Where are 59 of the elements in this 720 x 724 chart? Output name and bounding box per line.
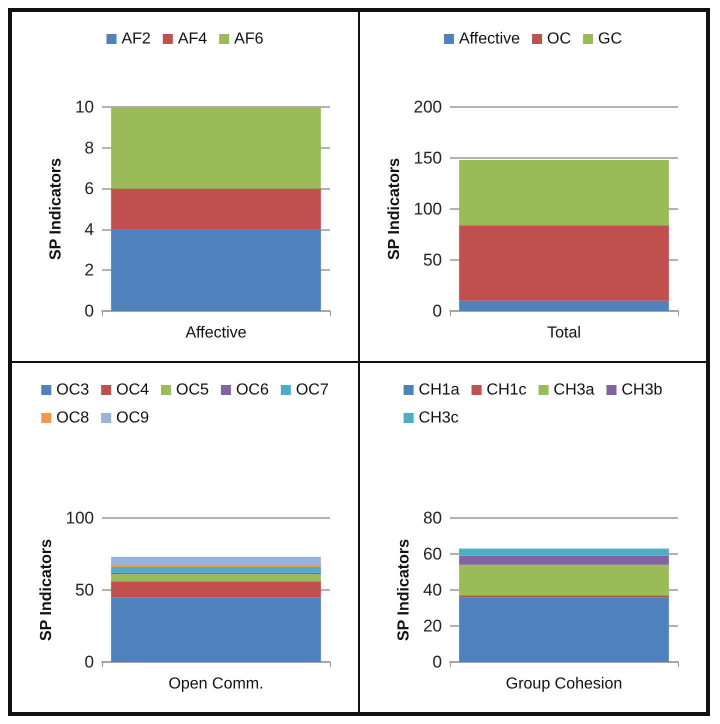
y-tick-label: 4 [84, 220, 94, 239]
bar [459, 564, 669, 596]
y-tick-label: 100 [66, 508, 94, 528]
legend-label: CH1a [418, 382, 460, 398]
bar [459, 548, 669, 556]
bar [111, 188, 321, 230]
legend-label: CH3b [621, 382, 662, 398]
legend-label: CH3a [554, 382, 595, 398]
y-tick-label: 8 [84, 138, 94, 158]
legend-label: CH1c [486, 382, 527, 398]
y-tick-label: 80 [423, 508, 442, 528]
bar [111, 107, 321, 189]
y-tick-label: 50 [75, 580, 94, 600]
y-tick-label: 150 [414, 148, 442, 168]
y-tick-label: 60 [423, 544, 442, 564]
legend-label: CH3c [418, 410, 459, 426]
bar [111, 574, 321, 582]
bar [459, 300, 669, 311]
y-axis-title: SP Indicators [386, 158, 404, 260]
y-tick-label: 20 [423, 616, 442, 636]
y-tick-label: 2 [84, 260, 94, 280]
legend-label: OC4 [116, 382, 150, 398]
y-axis-title: SP Indicators [38, 538, 56, 641]
bar [111, 597, 321, 662]
legend-label: OC9 [116, 410, 150, 426]
bar [111, 566, 321, 573]
y-axis-title: SP Indicators [48, 158, 64, 260]
y-tick-label: 0 [432, 652, 442, 672]
y-tick-label: 50 [423, 250, 442, 270]
legend-label: AF6 [234, 30, 264, 48]
legend-label: OC8 [56, 410, 90, 426]
y-tick-label: 0 [432, 302, 442, 320]
legend-label: OC3 [56, 382, 90, 398]
y-tick-label: 10 [75, 98, 94, 116]
bar [111, 581, 321, 598]
x-tick-label: Group Cohesion [506, 676, 622, 692]
y-tick-label: 0 [84, 302, 94, 320]
bar [111, 229, 321, 311]
bar [111, 556, 321, 566]
x-tick-label: Open Comm. [168, 676, 264, 692]
legend-label: AF2 [121, 30, 151, 48]
y-axis-title: SP Indicators [396, 538, 412, 641]
legend-label: OC7 [296, 382, 329, 398]
legend-label: OC [547, 30, 572, 48]
y-tick-label: 100 [414, 200, 442, 218]
legend-label: Affective [458, 30, 520, 48]
y-tick-label: 6 [84, 179, 94, 198]
bar [459, 160, 669, 226]
legend-label: GC [598, 30, 622, 48]
y-tick-label: 200 [414, 98, 442, 116]
legend-label: OC6 [236, 382, 269, 398]
y-tick-label: 0 [84, 652, 94, 672]
bar [459, 225, 669, 301]
legend-label: AF4 [178, 30, 208, 48]
bar [459, 597, 669, 662]
y-tick-label: 40 [423, 580, 442, 600]
bar [459, 556, 669, 565]
x-tick-label: Total [547, 324, 581, 342]
legend-label: OC5 [176, 382, 210, 398]
